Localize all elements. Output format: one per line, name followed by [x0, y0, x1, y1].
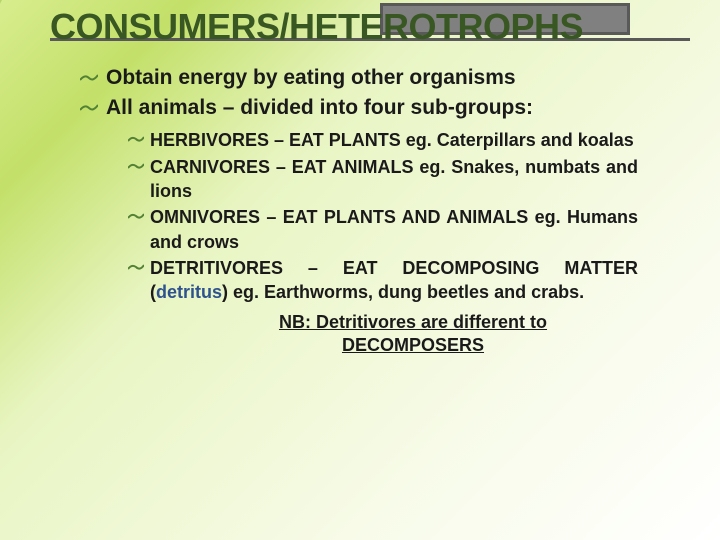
- slide-content: CONSUMERS/HETEROTROPHS Obtain energy by …: [0, 0, 720, 540]
- bullet-level1-item: All animals – divided into four sub-grou…: [80, 94, 690, 122]
- bullet-level2-item: DETRITIVORES – EAT DECOMPOSING MATTER (d…: [128, 256, 638, 305]
- bullet-level2-item: CARNIVORES – EAT ANIMALS eg. Snakes, num…: [128, 155, 638, 204]
- note-line2: DECOMPOSERS: [342, 335, 484, 355]
- bullet-level1-item: Obtain energy by eating other organisms: [80, 64, 690, 92]
- note-line1: NB: Detritivores are different to: [279, 312, 547, 332]
- slide-title: CONSUMERS/HETEROTROPHS: [50, 8, 690, 46]
- sub-bullet-container: HERBIVORES – EAT PLANTS eg. Caterpillars…: [128, 128, 638, 357]
- sub-bullet-text: ) eg. Earthworms, dung beetles and crabs…: [222, 282, 584, 302]
- title-container: CONSUMERS/HETEROTROPHS: [50, 8, 690, 46]
- note-text: NB: Detritivores are different to DECOMP…: [188, 311, 638, 358]
- bullet-level2-item: HERBIVORES – EAT PLANTS eg. Caterpillars…: [128, 128, 638, 152]
- sub-bullet-strong: CARNIVORES: [150, 157, 270, 177]
- accent-term: detritus: [156, 282, 222, 302]
- sub-bullet-strong: HERBIVORES: [150, 130, 269, 150]
- sub-bullet-text: – EAT PLANTS eg. Caterpillars and koalas: [269, 130, 634, 150]
- sub-bullet-strong: DETRITIVORES: [150, 258, 283, 278]
- body-content: Obtain energy by eating other organisms …: [80, 64, 690, 358]
- bullet-level2-item: OMNIVORES – EAT PLANTS AND ANIMALS eg. H…: [128, 205, 638, 254]
- sub-bullet-strong: OMNIVORES: [150, 207, 260, 227]
